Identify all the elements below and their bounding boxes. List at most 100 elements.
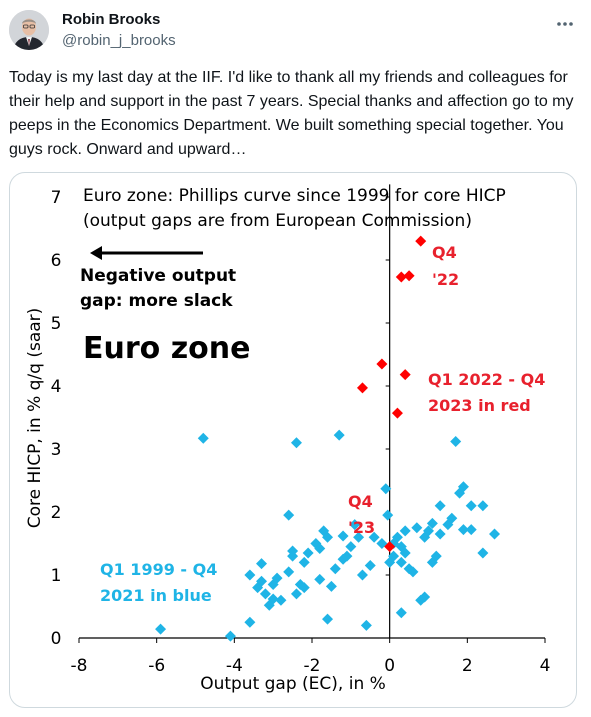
blue-data-point (465, 524, 477, 536)
blue-data-point (380, 483, 392, 495)
chart-subtitle: (output gaps are from European Commissio… (83, 211, 472, 231)
red-data-point (384, 541, 396, 553)
x-axis-title: Output gap (EC), in % (200, 674, 386, 694)
red-data-point (391, 407, 403, 419)
blue-data-point (364, 560, 376, 572)
blue-data-point (252, 582, 264, 594)
blue-data-point (298, 582, 310, 594)
x-tick-label: -8 (71, 656, 88, 676)
blue-data-point (224, 630, 236, 642)
blue-data-point (244, 569, 256, 581)
blue-data-point (271, 572, 283, 584)
blue-data-point (446, 512, 458, 524)
blue-data-point (333, 429, 345, 441)
blue-data-point (434, 528, 446, 540)
red-legend-line2: 2023 in red (428, 396, 531, 415)
avatar-image (9, 10, 49, 50)
phillips-curve-chart: 0 1 2 3 4 5 6 7 -8 -6 -4 -2 0 2 4 Output gap (EC), in %… (25, 184, 551, 694)
y-tick-label: 5 (51, 314, 62, 334)
more-horizontal-icon[interactable] (553, 14, 577, 34)
x-tick-label: 0 (384, 656, 395, 676)
arrow-label-line1: Negative output (80, 266, 236, 286)
y-tick-label: 1 (51, 566, 62, 586)
blue-data-point (283, 509, 295, 521)
blue-data-point (267, 593, 279, 605)
q4-22-label-line2: '22 (432, 270, 459, 289)
x-tick-label: -4 (226, 656, 243, 676)
blue-data-point (430, 550, 442, 562)
blue-data-point (356, 569, 368, 581)
y-tick-label: 2 (51, 503, 62, 523)
red-data-point (395, 271, 407, 283)
q4-22-label-line1: Q4 (432, 243, 457, 262)
blue-data-point (489, 528, 501, 540)
blue-data-point (395, 541, 407, 553)
x-tick-label: 2 (462, 656, 473, 676)
blue-data-point (290, 588, 302, 600)
blue-data-point (423, 525, 434, 537)
blue-data-point (457, 481, 469, 493)
blue-data-point (368, 531, 380, 543)
blue-data-point (434, 500, 446, 512)
chart-title: Euro zone: Phillips curve since 1999 for… (83, 186, 506, 206)
blue-legend-line2: 2021 in blue (100, 586, 212, 605)
blue-data-point (477, 547, 489, 559)
tweet-text: Today is my last day at the IIF. I'd lik… (9, 69, 578, 158)
blue-data-point (197, 432, 209, 444)
blue-data-point (322, 531, 334, 543)
blue-data-point (337, 530, 349, 542)
tweet-header: Robin Brooks @robin_j_brooks (0, 0, 591, 60)
arrow-head-icon (90, 246, 102, 260)
blue-data-point (395, 607, 407, 619)
y-tick-label: 0 (51, 629, 62, 649)
x-tick-label: -6 (148, 656, 165, 676)
red-data-point (376, 358, 388, 370)
red-data-point (356, 382, 368, 394)
blue-data-point (411, 522, 423, 534)
blue-data-point (283, 566, 295, 578)
q4-23-label-line2: '23 (348, 518, 375, 537)
y-tick-label: 4 (51, 377, 62, 397)
blue-data-point (325, 580, 337, 592)
blue-data-point (155, 623, 167, 635)
region-label: Euro zone (83, 331, 250, 366)
blue-data-point (244, 616, 256, 628)
blue-data-point (407, 566, 419, 578)
tweet-media-chart[interactable]: 0 1 2 3 4 5 6 7 -8 -6 -4 -2 0 2 4 Output gap (EC), in %… (9, 172, 577, 708)
blue-data-point (382, 509, 394, 521)
blue-data-point (287, 545, 299, 557)
blue-data-point (298, 556, 310, 568)
blue-data-point (465, 500, 477, 512)
blue-data-point (477, 500, 489, 512)
blue-data-point (419, 591, 431, 603)
avatar[interactable] (9, 10, 49, 50)
blue-data-point (275, 594, 287, 606)
blue-data-point (395, 556, 407, 568)
blue-data-point (318, 525, 330, 537)
blue-data-point (391, 531, 403, 543)
blue-data-point (341, 550, 353, 562)
arrow-label-line2: gap: more slack (80, 291, 233, 311)
blue-data-point (256, 575, 268, 587)
blue-data-point (426, 517, 438, 529)
author-handle[interactable]: @robin_j_brooks (62, 32, 176, 49)
x-tick-label: 4 (540, 656, 551, 676)
blue-data-point (450, 435, 462, 447)
blue-data-point (314, 573, 326, 585)
blue-data-point (322, 613, 334, 625)
red-legend-line1: Q1 2022 - Q4 (428, 370, 545, 389)
blue-data-point (353, 531, 365, 543)
blue-data-point (314, 543, 326, 555)
x-tick-label: -2 (304, 656, 321, 676)
blue-data-point (360, 619, 372, 631)
blue-data-point (399, 525, 411, 537)
chart-points (155, 235, 501, 642)
blue-data-point (442, 519, 454, 531)
y-tick-label: 7 (51, 188, 62, 208)
blue-data-point (457, 524, 469, 536)
y-tick-label: 6 (51, 251, 62, 271)
q4-23-label-line1: Q4 (348, 492, 373, 511)
blue-data-point (329, 563, 341, 575)
blue-data-point (290, 437, 302, 449)
author-name[interactable]: Robin Brooks (62, 11, 161, 28)
